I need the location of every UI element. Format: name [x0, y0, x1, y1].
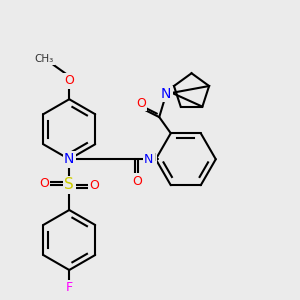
Text: CH₃: CH₃: [34, 54, 53, 64]
Text: N: N: [64, 152, 74, 166]
Text: N: N: [144, 153, 154, 166]
Text: O: O: [136, 97, 146, 110]
Text: S: S: [64, 177, 74, 192]
Text: F: F: [66, 281, 73, 294]
Text: O: O: [90, 179, 100, 192]
Text: N: N: [161, 87, 171, 101]
Text: O: O: [39, 177, 49, 190]
Text: O: O: [132, 175, 142, 188]
Text: H: H: [148, 153, 156, 163]
Text: O: O: [64, 74, 74, 87]
